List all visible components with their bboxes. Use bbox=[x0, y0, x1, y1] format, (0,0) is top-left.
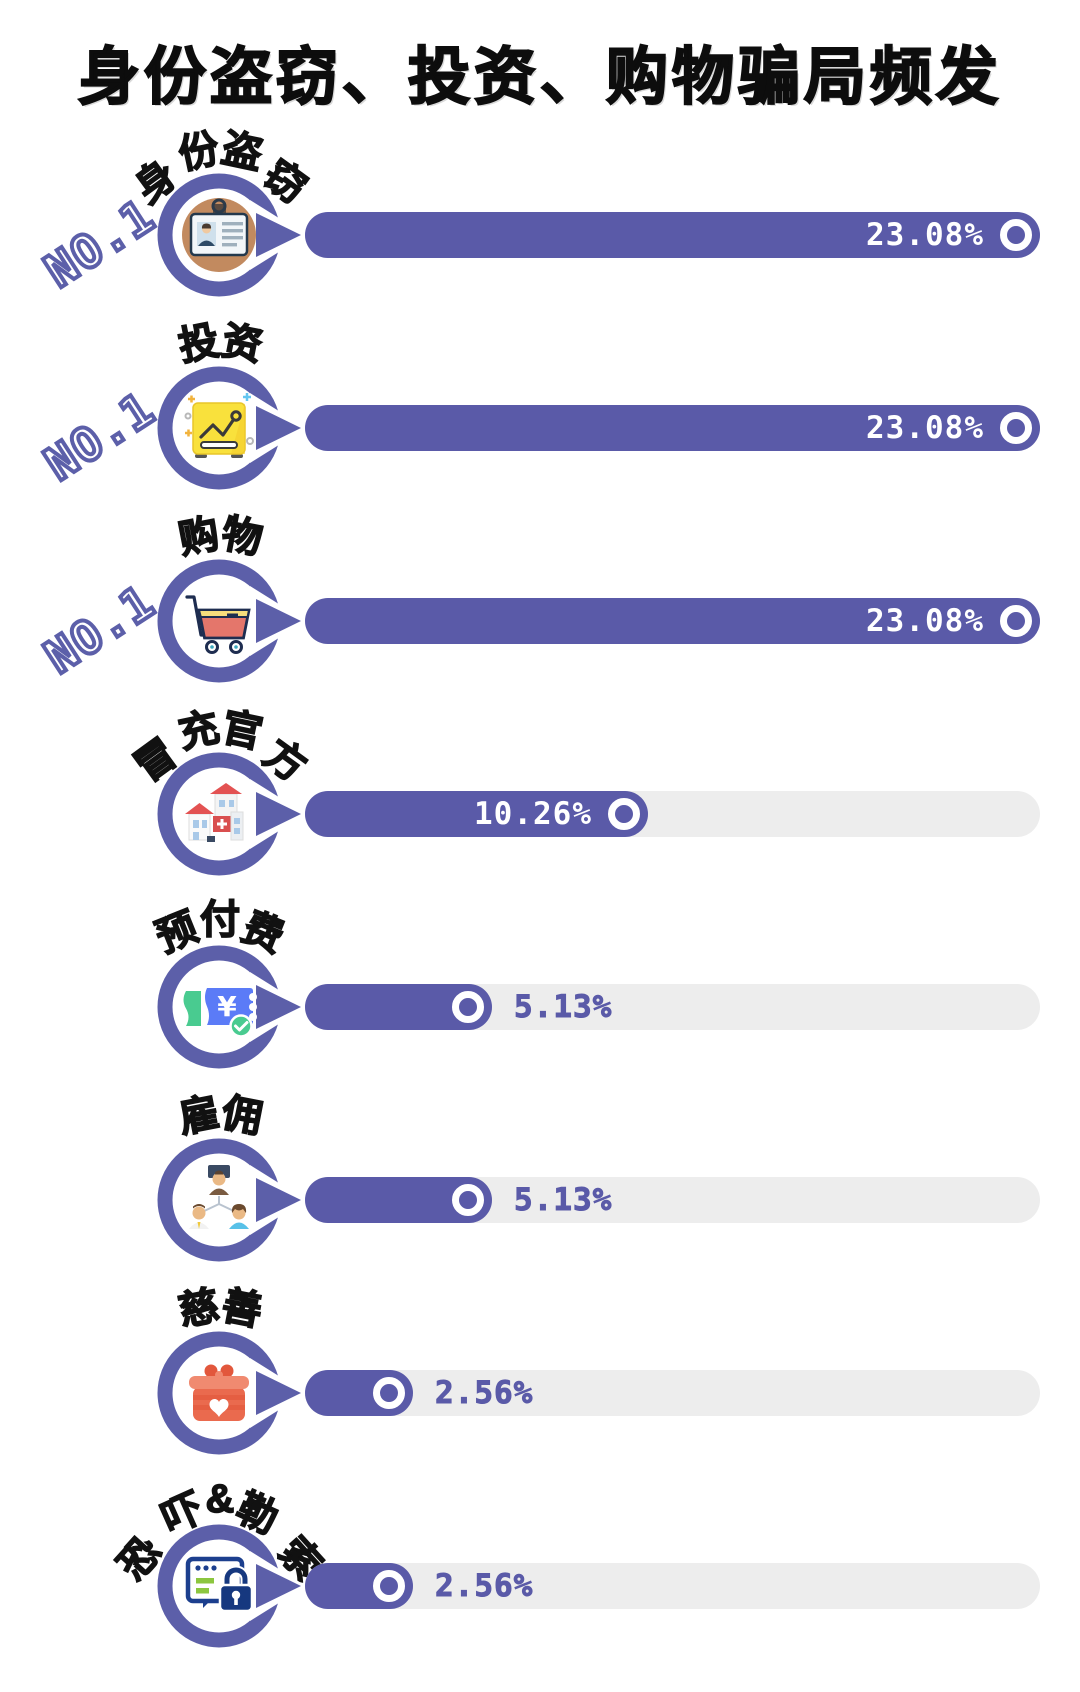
ring-marker-icon bbox=[373, 1570, 405, 1602]
bar-track: 2.56% bbox=[305, 1563, 1040, 1609]
percent-label: 2.56% bbox=[434, 1375, 534, 1412]
category-icon-bubble bbox=[152, 1133, 312, 1267]
bar-fill: 23.08% bbox=[305, 212, 1040, 258]
bubble-tail-arrow bbox=[256, 406, 301, 450]
percent-label: 5.13% bbox=[513, 989, 613, 1026]
bar-fill: 23.08% bbox=[305, 598, 1040, 644]
chart-row: NO.1 身份盗窃 23.08% bbox=[0, 120, 1080, 313]
bubble-tail-arrow bbox=[256, 599, 301, 643]
ring-marker-icon bbox=[452, 991, 484, 1023]
chart-row: 恐吓 & 勒索 2.56% bbox=[0, 1471, 1080, 1664]
bar-fill: 10.26% bbox=[305, 791, 648, 837]
id-card-icon bbox=[180, 196, 258, 274]
bar-track: 23.08% bbox=[305, 598, 1040, 644]
percent-label: 5.13% bbox=[513, 1182, 613, 1219]
percent-label: 2.56% bbox=[434, 1568, 534, 1605]
chart-row: 慈善 2.56% bbox=[0, 1278, 1080, 1471]
bar-fill bbox=[305, 1370, 413, 1416]
percent-label: 23.08% bbox=[866, 603, 984, 639]
bubble-tail-arrow bbox=[256, 792, 301, 836]
bar-track: 10.26% bbox=[305, 791, 1040, 837]
chart-row: 冒充官方 10.26% bbox=[0, 699, 1080, 892]
category-icon-bubble bbox=[152, 1326, 312, 1460]
category-icon-bubble bbox=[152, 940, 312, 1074]
bar-track: 2.56% bbox=[305, 1370, 1040, 1416]
bubble-tail-arrow bbox=[256, 1178, 301, 1222]
bar-fill bbox=[305, 1563, 413, 1609]
category-label: 恐吓 & 勒索 bbox=[109, 1477, 331, 1589]
chart-row: 预付费 5.13% bbox=[0, 892, 1080, 1085]
chart-title: 身份盗窃、投资、购物骗局频发 bbox=[77, 42, 1002, 113]
category-icon-bubble bbox=[152, 1519, 312, 1653]
ring-marker-icon bbox=[1000, 219, 1032, 251]
bar-fill: 23.08% bbox=[305, 405, 1040, 451]
ring-marker-icon bbox=[373, 1377, 405, 1409]
percent-label: 23.08% bbox=[866, 410, 984, 446]
category-icon-bubble bbox=[152, 747, 312, 881]
bar-track: 23.08% bbox=[305, 212, 1040, 258]
ring-marker-icon bbox=[1000, 605, 1032, 637]
bubble-tail-arrow bbox=[256, 1371, 301, 1415]
bubble-tail-arrow bbox=[256, 985, 301, 1029]
chart-row: 雇佣 5.13% bbox=[0, 1085, 1080, 1278]
chart-row: NO.1 投资 23.08% bbox=[0, 313, 1080, 506]
bar-track: 23.08% bbox=[305, 405, 1040, 451]
bar-fill bbox=[305, 1177, 492, 1223]
ring-marker-icon bbox=[452, 1184, 484, 1216]
category-label: 预付费 bbox=[149, 898, 290, 961]
bubble-tail-arrow bbox=[256, 213, 301, 257]
ring-marker-icon bbox=[1000, 412, 1032, 444]
category-icon-bubble bbox=[152, 554, 312, 688]
percent-label: 10.26% bbox=[474, 796, 592, 832]
bar-track: 5.13% bbox=[305, 984, 1040, 1030]
percent-label: 23.08% bbox=[866, 217, 984, 253]
chart-row: NO.1 购物 23.08% bbox=[0, 506, 1080, 699]
bar-fill bbox=[305, 984, 492, 1030]
category-icon-bubble bbox=[152, 361, 312, 495]
threat-ransom-icon bbox=[188, 1559, 252, 1611]
bubble-tail-arrow bbox=[256, 1564, 301, 1608]
ring-marker-icon bbox=[608, 798, 640, 830]
category-icon-bubble bbox=[152, 168, 312, 302]
bar-chart: NO.1 身份盗窃 23.08% NO.1 投资 bbox=[0, 120, 1080, 1664]
bar-track: 5.13% bbox=[305, 1177, 1040, 1223]
